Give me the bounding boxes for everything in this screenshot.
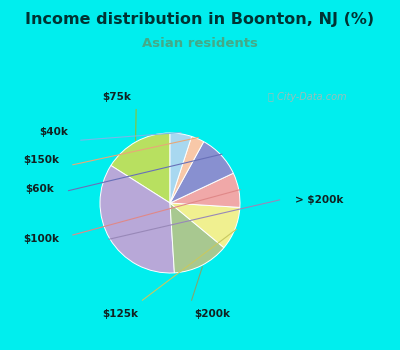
- Text: $200k: $200k: [194, 309, 230, 318]
- Text: $40k: $40k: [40, 127, 68, 136]
- Wedge shape: [170, 173, 240, 208]
- Wedge shape: [111, 133, 170, 203]
- Text: $100k: $100k: [23, 234, 59, 244]
- Wedge shape: [170, 203, 224, 273]
- Text: Income distribution in Boonton, NJ (%): Income distribution in Boonton, NJ (%): [26, 12, 374, 27]
- Text: $150k: $150k: [23, 155, 59, 164]
- Text: $125k: $125k: [102, 309, 138, 318]
- Wedge shape: [100, 166, 174, 273]
- Text: $75k: $75k: [103, 92, 132, 102]
- Wedge shape: [170, 136, 204, 203]
- Text: Asian residents: Asian residents: [142, 37, 258, 50]
- Text: ⓘ City-Data.com: ⓘ City-Data.com: [268, 92, 347, 102]
- Text: $60k: $60k: [26, 184, 54, 194]
- Wedge shape: [170, 203, 240, 247]
- Wedge shape: [170, 133, 192, 203]
- Text: > $200k: > $200k: [294, 195, 343, 204]
- Wedge shape: [170, 142, 233, 203]
